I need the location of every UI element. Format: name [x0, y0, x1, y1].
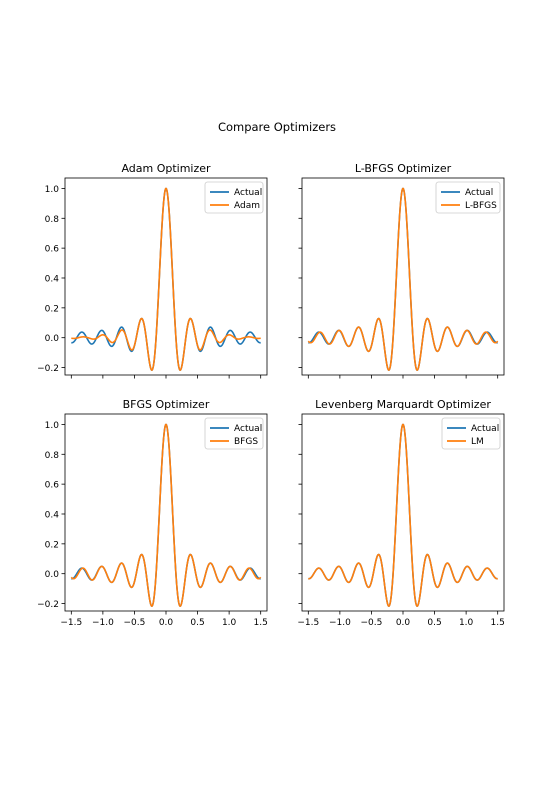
y-tick-label: −0.2 — [37, 364, 59, 374]
series-line-actual — [71, 187, 261, 371]
series-line-lm — [308, 423, 498, 607]
x-tick-label: −1.5 — [297, 618, 319, 628]
subplot-2: L-BFGS Optimizer Actual L-BFGS — [298, 162, 505, 379]
x-tick-label: 0.5 — [427, 618, 441, 628]
x-tick-label: 1.0 — [459, 618, 474, 628]
y-tick-label: 0.0 — [45, 570, 60, 580]
x-tick-label: 1.5 — [491, 618, 505, 628]
legend-label: L-BFGS — [465, 201, 497, 211]
y-tick-label: 0.2 — [45, 540, 59, 550]
series-line-l-bfgs — [307, 187, 499, 371]
subplot-1: Adam Optimizer −0.2 0.0 0.2 0.4 0.6 0.8 1.0 Actu… — [37, 162, 268, 379]
subplot-title: Adam Optimizer — [121, 162, 211, 175]
series-line-actual — [308, 423, 498, 607]
subplot-4: Levenberg Marquardt Optimizer −1.5 −1.0 −0.… — [297, 398, 504, 628]
x-tick-label: −1.5 — [60, 618, 82, 628]
x-tick-label: 0.5 — [190, 618, 204, 628]
subplot-title: BFGS Optimizer — [123, 398, 210, 411]
series-line-bfgs — [70, 423, 262, 607]
x-tick-label: 0.0 — [159, 618, 174, 628]
subplot-3: BFGS Optimizer −0.2 0.0 0.2 0.4 0.6 0.8 1.0 −1.5… — [37, 398, 268, 628]
x-tick-label: −0.5 — [124, 618, 146, 628]
x-tick-label: −1.0 — [329, 618, 351, 628]
x-tick-label: −1.0 — [92, 618, 114, 628]
x-tick-label: 1.5 — [254, 618, 268, 628]
legend-label: Actual — [471, 424, 499, 434]
y-tick-label: 1.0 — [45, 421, 60, 431]
series-line-actual — [71, 423, 261, 607]
y-tick-label: 0.4 — [45, 274, 60, 284]
y-tick-label: 0.2 — [45, 304, 59, 314]
y-tick-label: 1.0 — [45, 185, 60, 195]
x-tick-label: 1.0 — [222, 618, 237, 628]
series-line-actual — [308, 187, 498, 371]
legend-label: Actual — [234, 424, 262, 434]
legend-label: Adam — [234, 201, 260, 211]
legend-label: Actual — [465, 188, 493, 198]
legend-label: LM — [471, 437, 484, 447]
legend-label: BFGS — [234, 437, 258, 447]
y-tick-label: 0.8 — [45, 451, 60, 461]
y-tick-label: 0.4 — [45, 510, 60, 520]
x-tick-label: −0.5 — [361, 618, 383, 628]
y-tick-label: 0.0 — [45, 334, 60, 344]
y-tick-label: 0.6 — [45, 481, 60, 491]
subplot-title: Levenberg Marquardt Optimizer — [315, 398, 491, 411]
x-tick-label: 0.0 — [396, 618, 411, 628]
series-line-adam — [71, 187, 261, 371]
y-tick-label: −0.2 — [37, 600, 59, 610]
y-tick-label: 0.8 — [45, 215, 60, 225]
y-tick-label: 0.6 — [45, 245, 60, 255]
subplot-title: L-BFGS Optimizer — [355, 162, 452, 175]
figure-suptitle: Compare Optimizers — [218, 120, 336, 134]
legend-label: Actual — [234, 188, 262, 198]
